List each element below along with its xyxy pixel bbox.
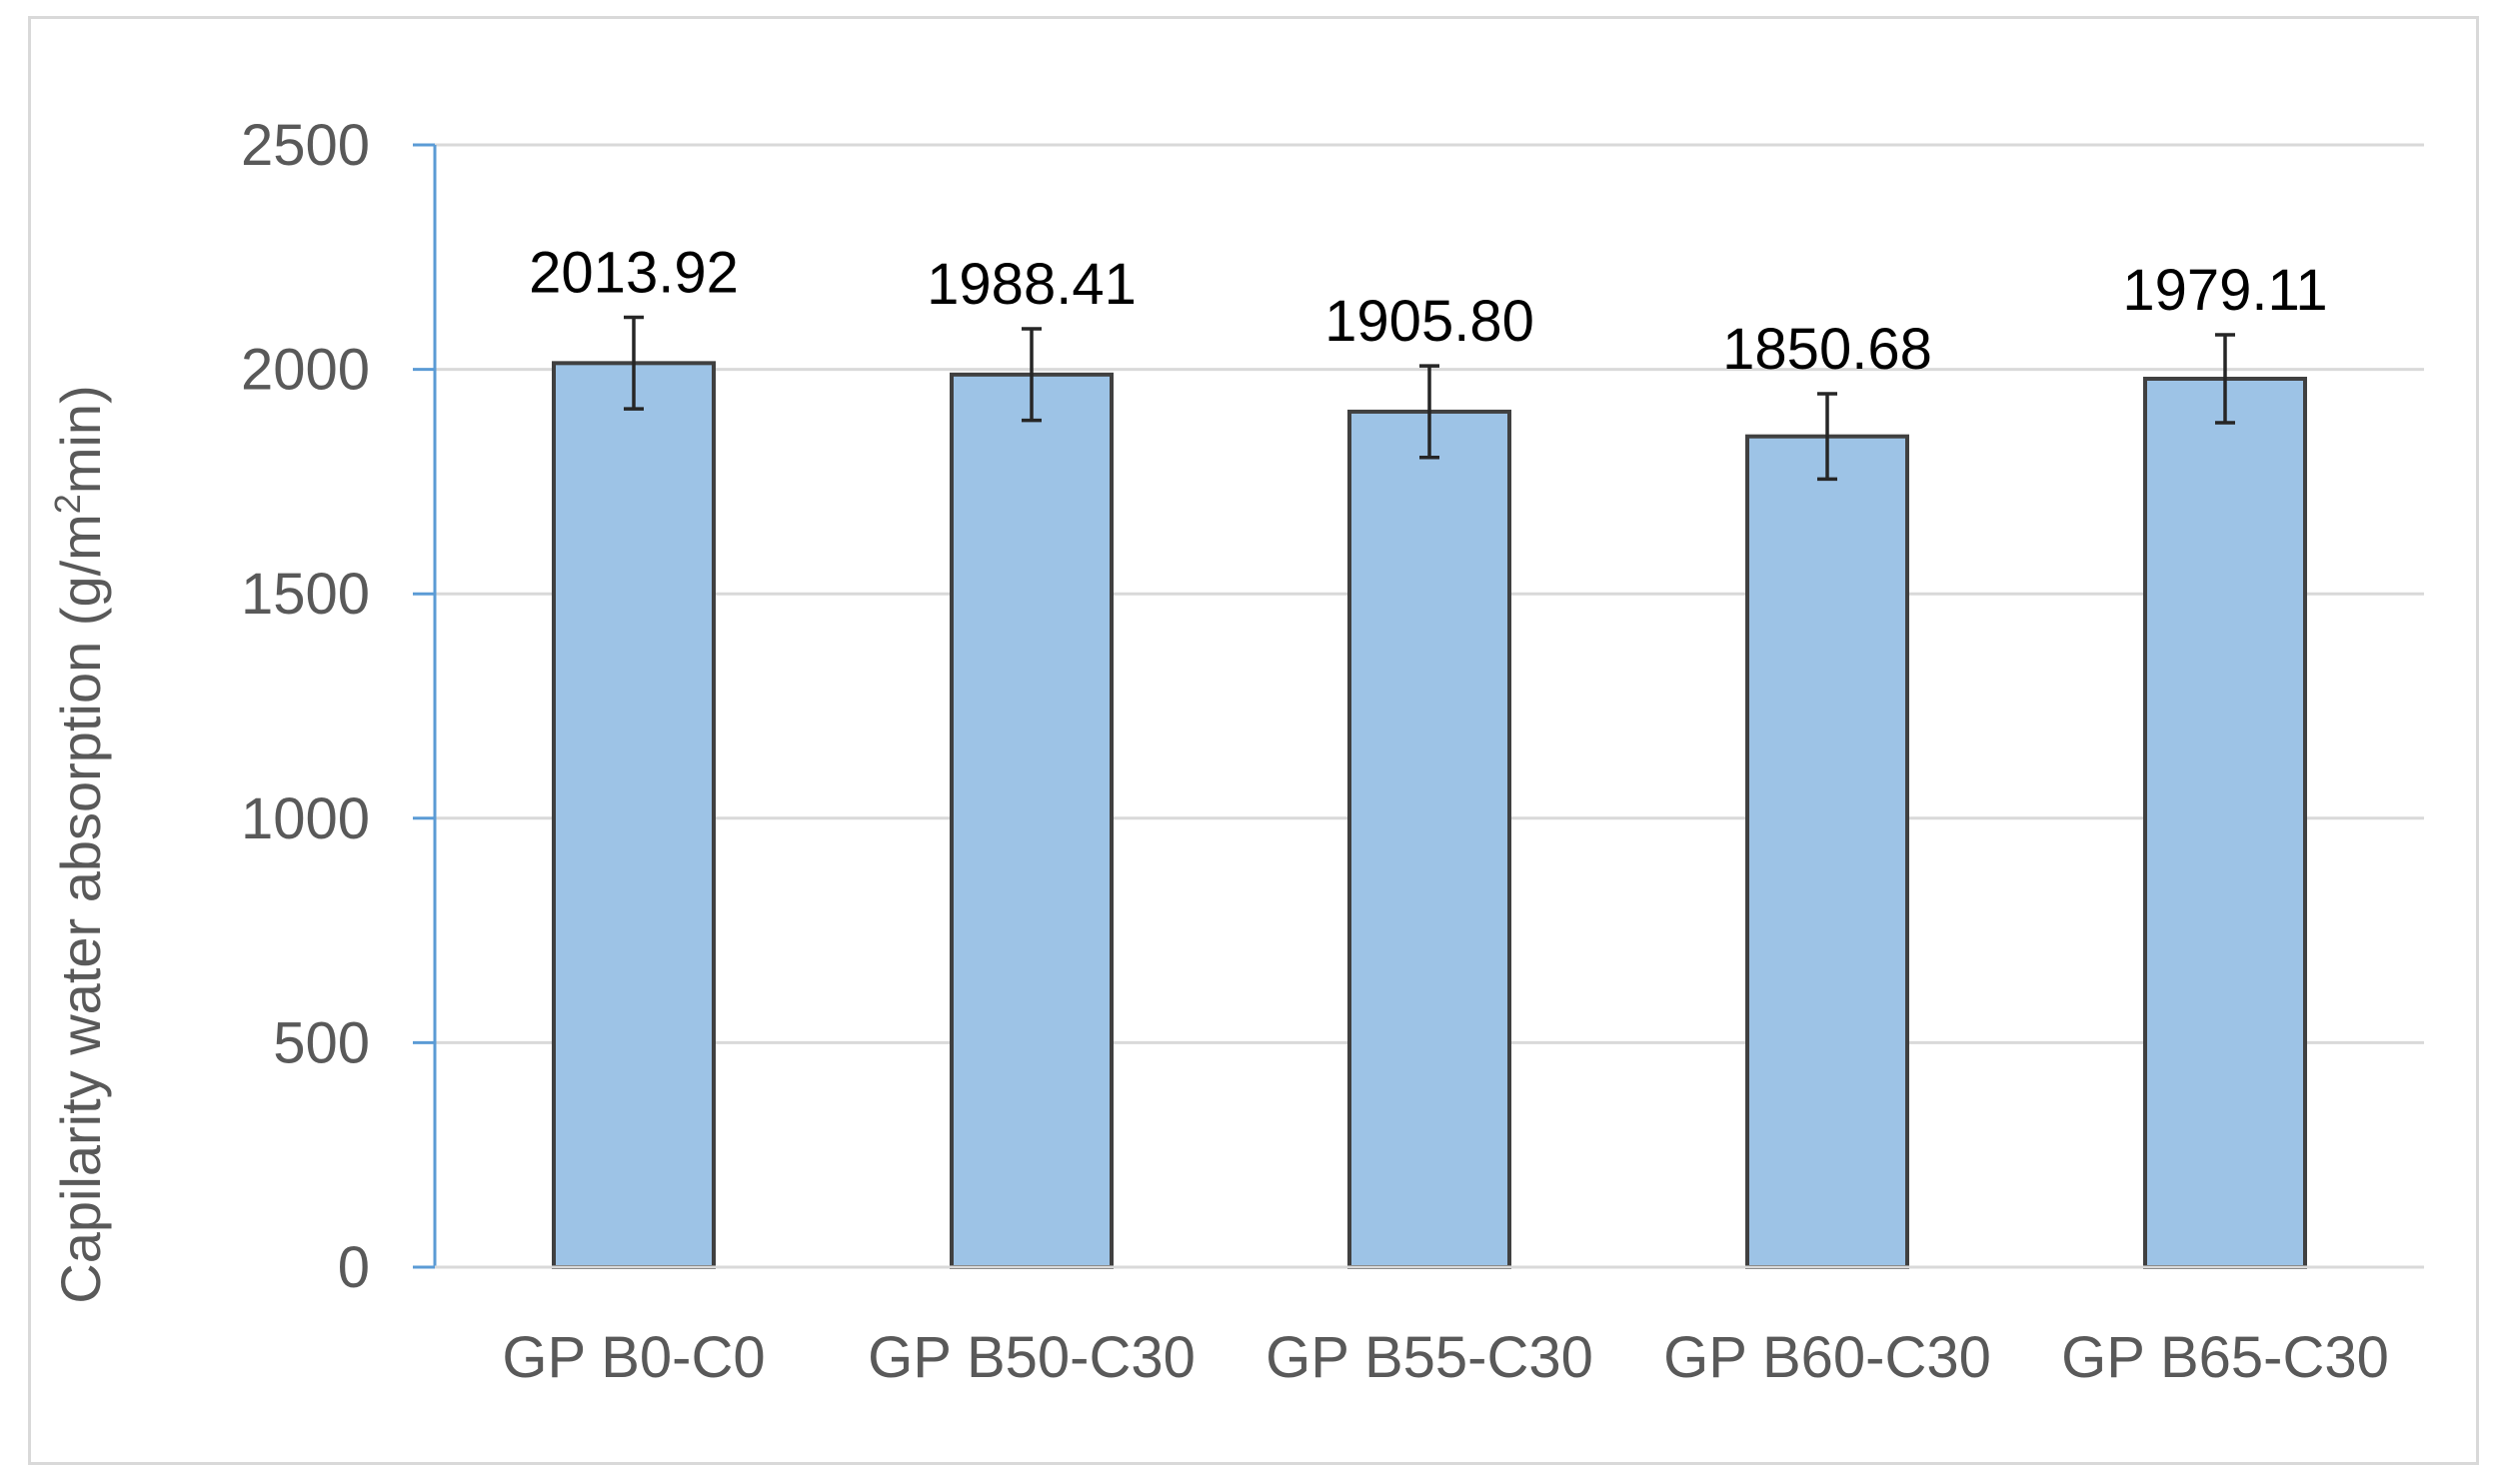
y-tick-label: 1000: [241, 786, 370, 851]
data-label: 1905.80: [1324, 289, 1534, 354]
y-axis-title: Capilarity water absorption (g/m2min): [47, 385, 112, 1303]
labels: 0 500 1000 1500 2000 2500 2013.92 GP B0-C0 1988.…: [241, 113, 2389, 1390]
bar: [950, 372, 1114, 1269]
y-tick-label: 0: [338, 1235, 370, 1300]
x-category-label: GP B60-C30: [1663, 1325, 1991, 1390]
chart-frame: [28, 16, 2479, 1465]
y-tick-label: 500: [273, 1010, 370, 1075]
bars: [552, 315, 2307, 1270]
data-label: 1988.41: [927, 252, 1137, 317]
data-label: 1850.68: [1722, 317, 1932, 382]
bar: [2143, 376, 2307, 1270]
data-label: 2013.92: [529, 241, 739, 306]
x-category-label: GP B55-C30: [1265, 1325, 1593, 1390]
bar: [1745, 434, 1909, 1269]
bar: [552, 361, 716, 1270]
y-tick-label: 2000: [241, 338, 370, 403]
y-tick-label: 1500: [241, 562, 370, 627]
bar: [1347, 409, 1511, 1270]
x-category-label: GP B50-C30: [868, 1325, 1196, 1390]
y-tick-label: 2500: [241, 113, 370, 178]
y-axis: [413, 143, 2424, 1269]
x-category-label: GP B0-C0: [502, 1325, 765, 1390]
x-category-label: GP B65-C30: [2061, 1325, 2389, 1390]
data-label: 1979.11: [2122, 258, 2327, 323]
